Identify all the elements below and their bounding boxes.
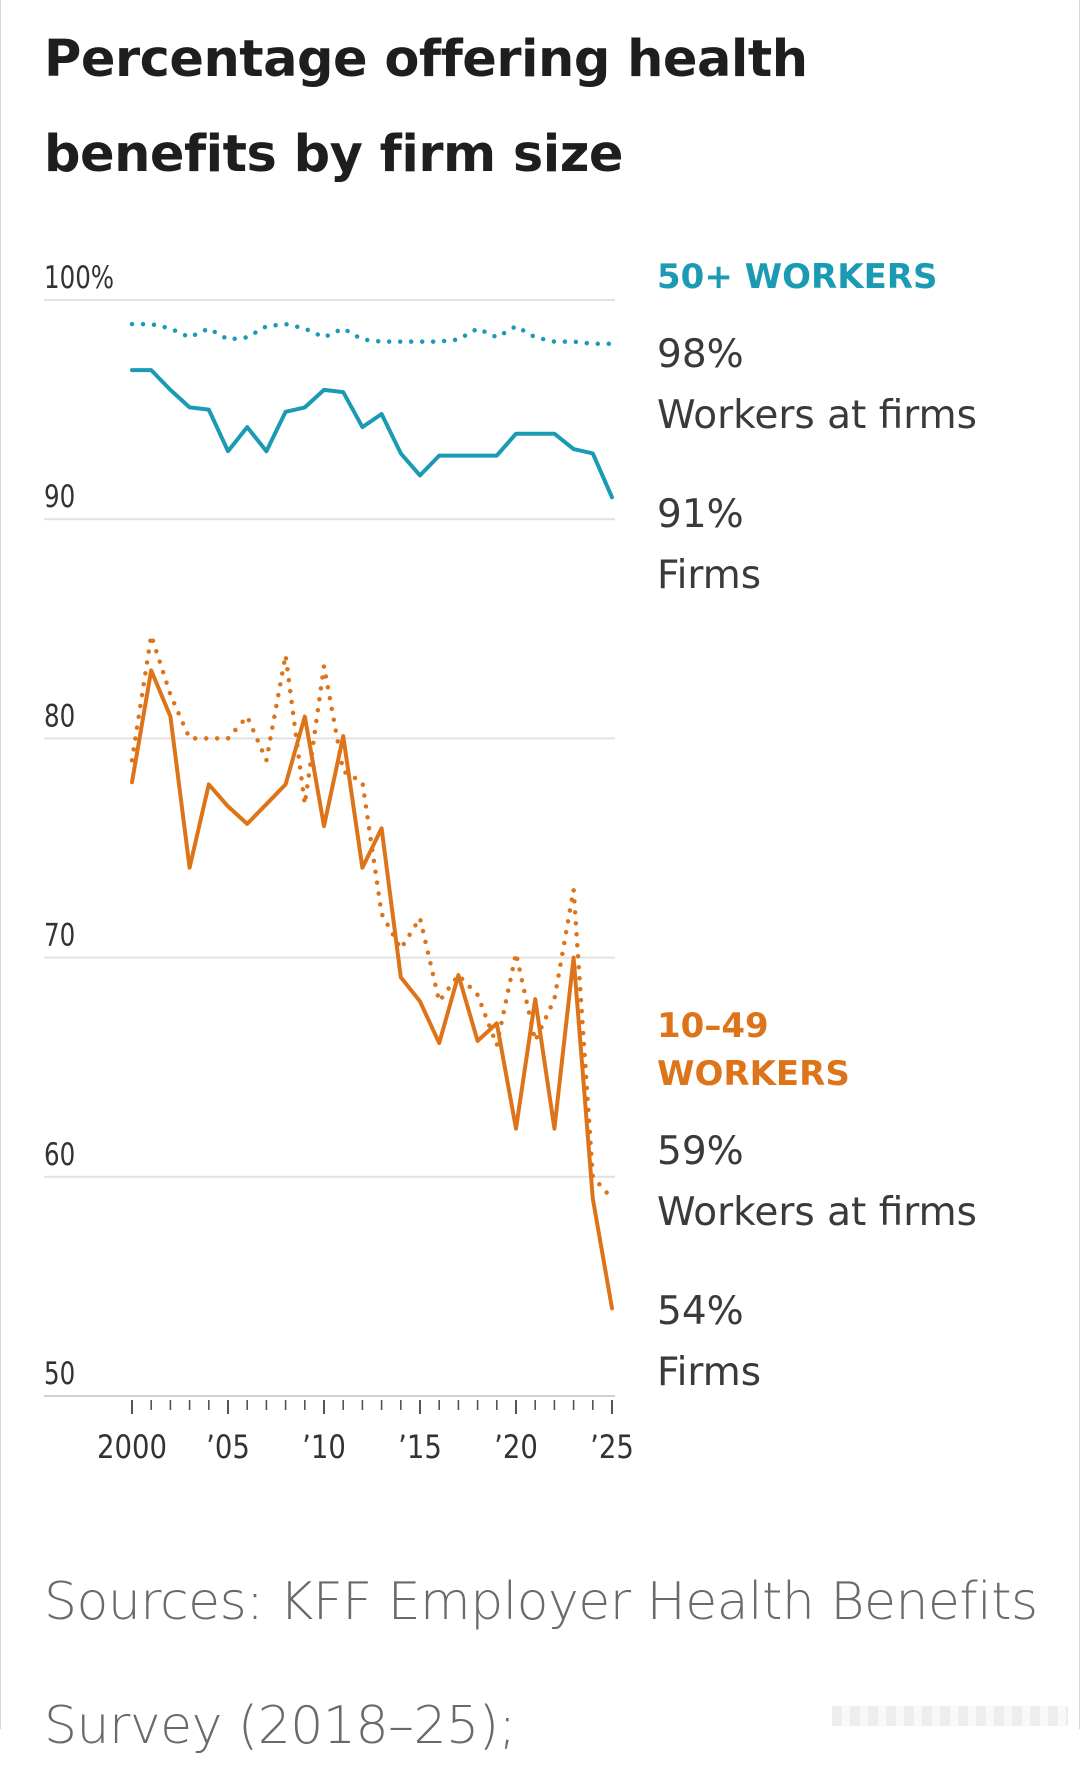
end-description-group1-1: Firms [657, 1350, 761, 1395]
end-value-group0-1: 91% [657, 492, 744, 537]
y-axis-tick-labels: 100% 90 80 70 60 50 [44, 259, 114, 1391]
x-tick-label-2010: ’10 [302, 1429, 346, 1467]
series-line-group1-firms [130, 668, 614, 1311]
line-chart: 100% 90 80 70 60 50 2000 ’05 ’10 ’15 ’20 ’25 50+ W… [44, 257, 977, 1467]
group-label-1-1: WORKERS [657, 1054, 850, 1094]
y-tick-label-90: 90 [44, 479, 75, 515]
y-tick-label-100: 100% [44, 259, 114, 295]
x-axis: 2000 ’05 ’10 ’15 ’20 ’25 [97, 1400, 634, 1467]
gridlines [44, 299, 615, 1397]
end-value-group1-1: 54% [657, 1289, 744, 1334]
end-description-group0-1: Firms [657, 553, 761, 598]
x-tick-label-2000: 2000 [97, 1429, 167, 1467]
group-label-1-0: 10–49 [657, 1006, 769, 1046]
end-labels: 50+ WORKERS 98% Workers at firms 91% Firms 10… [657, 257, 977, 1395]
end-value-group0-0: 98% [657, 332, 744, 377]
chart-title: Percentage offering health benefits by f… [44, 30, 808, 184]
x-tick-label-2015: ’15 [398, 1429, 442, 1467]
end-value-group1-0: 59% [657, 1129, 744, 1174]
end-description-group0-0: Workers at firms [657, 393, 977, 438]
series-lines [129, 321, 615, 1311]
group-label-0-0: 50+ WORKERS [657, 257, 937, 297]
x-tick-label-2005: ’05 [206, 1429, 250, 1467]
y-tick-label-50: 50 [44, 1355, 75, 1391]
series-line-group0-workers-at-firms [129, 321, 615, 347]
end-description-group1-0: Workers at firms [657, 1190, 977, 1235]
source-note: Sources: KFF Employer Health Benefits Su… [44, 1572, 1038, 1756]
y-tick-label-60: 60 [44, 1136, 75, 1172]
series-line-group0-firms [130, 368, 614, 500]
y-tick-label-70: 70 [44, 917, 75, 953]
series-line-group1-workers-at-firms [129, 633, 615, 1201]
x-tick-label-2020: ’20 [494, 1429, 538, 1467]
x-tick-label-2025: ’25 [590, 1429, 634, 1467]
y-tick-label-80: 80 [44, 698, 75, 734]
watermark [832, 1706, 1068, 1726]
